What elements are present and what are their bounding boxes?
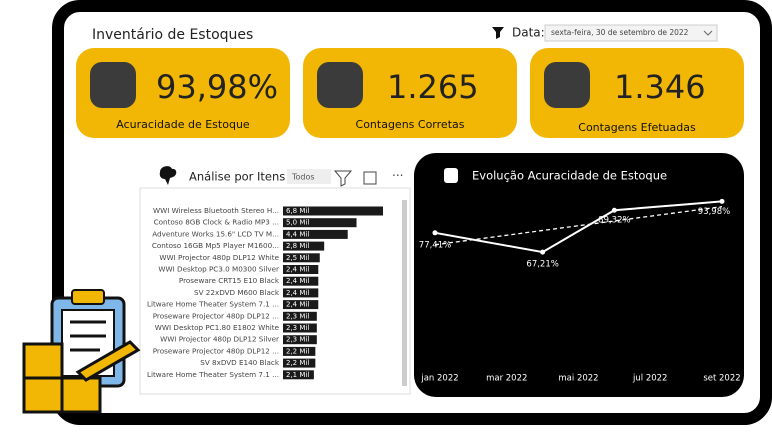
item-label: Proseware CRT15 E10 Black	[179, 276, 280, 285]
bar-value-label: 5,0 Mil	[286, 219, 309, 227]
item-label: Adventure Works 15.6" LCD TV M...	[152, 229, 279, 238]
bar	[283, 288, 319, 298]
bar-value-label: 2,4 Mil	[286, 289, 309, 297]
item-label: SV 22xDVD M600 Black	[194, 288, 280, 297]
item-label: WWI Projector 480p DLP12 White	[159, 253, 279, 262]
item-label: Proseware Projector 480p DLP12 ...	[153, 311, 279, 320]
x-tick-label: jan 2022	[420, 374, 458, 384]
slicer[interactable]	[287, 169, 331, 184]
item-label: Contoso 8GB Clock & Radio MP3 ...	[154, 218, 279, 227]
kpi-icon	[544, 62, 590, 108]
bar-value-label: 2,8 Mil	[286, 242, 309, 250]
bar-value-label: 2,4 Mil	[286, 277, 309, 285]
x-tick-label: set 2022	[703, 374, 740, 384]
kpi-icon	[90, 62, 136, 108]
bar	[283, 253, 320, 263]
item-label: SV 8xDVD E140 Black	[200, 358, 280, 367]
kpi-label: Acuracidade de Estoque	[116, 118, 250, 131]
x-tick-label: mar 2022	[486, 374, 527, 384]
item-label: WWI Projector 480p DLP12 Silver	[160, 335, 279, 344]
x-tick-label: jul 2022	[632, 374, 667, 384]
focus-button[interactable]	[363, 171, 377, 185]
items-panel	[139, 187, 411, 395]
bar-value-label: 6,8 Mil	[286, 207, 309, 215]
more-button[interactable]: ···	[392, 169, 403, 183]
bar	[283, 323, 317, 333]
bar	[283, 241, 325, 251]
clipboard-icon	[22, 289, 141, 414]
kpi-icon	[317, 62, 363, 108]
filter-button[interactable]	[333, 170, 353, 187]
kpi-value: 1.346	[614, 68, 706, 106]
scrollbar[interactable]	[402, 200, 407, 386]
line-panel	[414, 153, 744, 397]
bar	[283, 265, 319, 274]
bar-value-label: 2,3 Mil	[286, 324, 309, 332]
bar-value-label: 2,1 Mil	[286, 371, 309, 379]
date-value: sexta-feira, 30 de setembro de 2022	[551, 28, 689, 37]
point-label: 93,98%	[698, 207, 730, 217]
line-title: Evolução Acuracidade de Estoque	[472, 169, 667, 183]
item-label: Proseware Projector 480p DLP12 ...	[153, 346, 279, 355]
filter-label: Data:	[512, 26, 545, 40]
title: Inventário de Estoques	[92, 27, 253, 43]
kpi-label: Contagens Efetuadas	[578, 121, 696, 134]
item-label: WWI Desktop PC1.80 E1802 White	[155, 323, 280, 332]
item-label: Contoso 16GB Mp5 Player M1600...	[152, 241, 279, 250]
bar	[283, 300, 319, 310]
kpi-label: Contagens Corretas	[356, 118, 465, 131]
bar-value-label: 2,2 Mil	[286, 359, 309, 367]
kpi-value: 1.265	[387, 68, 479, 106]
bar	[283, 358, 316, 368]
filter-icon	[492, 27, 504, 39]
items-icon	[159, 166, 177, 185]
bar	[283, 206, 383, 216]
point	[540, 249, 546, 255]
point	[432, 230, 438, 236]
bar	[283, 370, 314, 380]
bar-value-label: 2,2 Mil	[286, 347, 309, 355]
line	[434, 200, 723, 254]
bar-value-label: 2,3 Mil	[286, 336, 309, 344]
x-tick-label: mai 2022	[558, 374, 598, 384]
bar	[283, 229, 348, 239]
bar-value-label: 2,4 Mil	[286, 301, 309, 309]
item-label: WWI Desktop PC3.0 M0300 Silver	[158, 265, 279, 274]
point-label: 77,41%	[419, 240, 451, 250]
calendar-icon	[444, 168, 458, 183]
trend-line	[434, 206, 723, 246]
point-label: 67,21%	[526, 260, 558, 270]
bar-value-label: 2,5 Mil	[286, 254, 309, 262]
point	[719, 198, 725, 204]
item-label: Litware Home Theater System 7.1 ...	[147, 300, 279, 309]
item-label: Litware Home Theater System 7.1 ...	[147, 370, 279, 379]
bar-value-label: 4,4 Mil	[286, 230, 309, 238]
dropdown-arrow	[703, 30, 713, 36]
item-label: WWI Wireless Bluetooth Stereo H...	[153, 206, 279, 215]
bar	[283, 218, 357, 228]
point-label: 89,32%	[598, 216, 630, 226]
bar-value-label: 2,3 Mil	[286, 312, 309, 320]
bar	[283, 311, 317, 321]
bar	[283, 346, 316, 356]
date-dropdown[interactable]	[544, 24, 718, 42]
point	[611, 207, 617, 213]
bar-value-label: 2,4 Mil	[286, 266, 309, 274]
bar	[283, 276, 319, 286]
items-title: Análise por Itens	[189, 170, 285, 184]
slicer-value: Todos	[291, 173, 315, 182]
bar	[283, 335, 317, 345]
kpi-value: 93,98%	[156, 68, 278, 106]
